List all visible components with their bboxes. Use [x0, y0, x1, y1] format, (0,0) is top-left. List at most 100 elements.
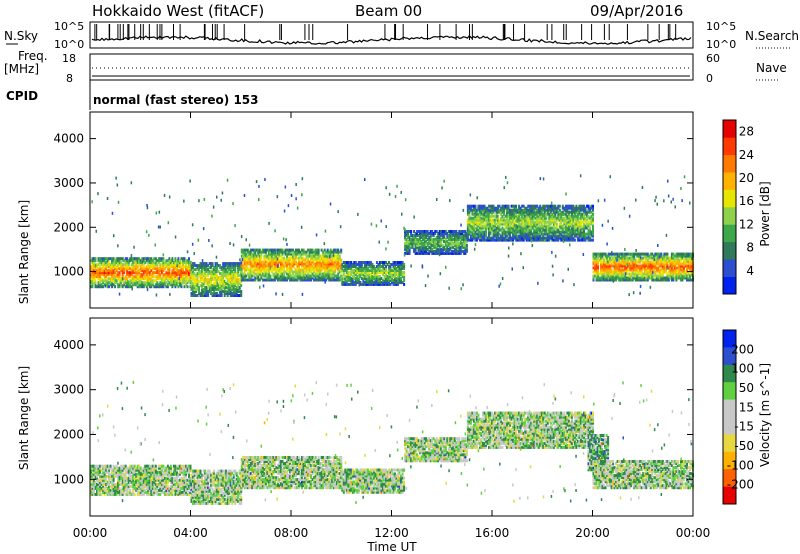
heatmap-cell: [375, 265, 378, 268]
heatmap-cell: [486, 212, 489, 216]
heatmap-cell: [403, 275, 406, 278]
heatmap-cell: [103, 273, 106, 277]
heatmap-cell: [515, 238, 518, 242]
heatmap-cell: [319, 260, 322, 264]
heatmap-cell: [313, 268, 316, 272]
heatmap-cell: [112, 261, 115, 265]
heatmap-cell: [298, 272, 300, 276]
heatmap-cell: [616, 270, 619, 274]
heatmap-cell: [392, 261, 395, 264]
heatmap-cell: [139, 279, 142, 283]
heatmap-cell: [130, 259, 133, 263]
heatmap-cell: [335, 250, 338, 254]
heatmap-cell: [444, 237, 447, 241]
heatmap-cell: [281, 258, 284, 262]
heatmap-cell: [587, 224, 590, 228]
heatmap-cell: [631, 278, 634, 282]
heatmap-cell: [362, 277, 365, 280]
heatmap-cell: [118, 261, 121, 265]
heatmap-cell: [634, 252, 637, 256]
heatmap-cell: [420, 245, 423, 249]
heatmap-cell: [162, 261, 165, 265]
heatmap-cell: [530, 236, 533, 240]
heatmap-cell: [452, 245, 455, 249]
heatmap-cell: [115, 275, 118, 279]
heatmap-cell: [117, 277, 120, 281]
heatmap-cell: [182, 261, 184, 265]
heatmap-cell: [678, 264, 681, 268]
heatmap-cell: [302, 258, 305, 262]
heatmap-cell: [340, 264, 343, 268]
heatmap-cell: [622, 252, 625, 256]
heatmap-cell: [261, 248, 264, 252]
heatmap-cell: [489, 210, 492, 214]
heatmap-cell: [464, 251, 467, 255]
heatmap-cell: [156, 281, 159, 285]
heatmap-cell: [578, 232, 581, 236]
heatmap-cell: [99, 267, 101, 271]
heatmap-cell: [126, 277, 129, 281]
heatmap-cell: [592, 208, 594, 212]
heatmap-cell: [524, 234, 527, 238]
heatmap-cell: [422, 251, 425, 255]
heatmap-cell: [338, 278, 341, 282]
heatmap-cell: [560, 218, 563, 222]
heatmap-cell: [354, 273, 357, 276]
heatmap-cell: [539, 226, 542, 230]
heatmap-cell: [527, 220, 530, 224]
heatmap-cell: [177, 259, 180, 263]
heatmap-cell: [618, 252, 621, 256]
heatmap-cell: [612, 256, 615, 260]
heatmap-cell: [581, 206, 584, 210]
heatmap-cell: [132, 257, 135, 261]
heatmap-cell: [235, 262, 238, 266]
heatmap-cell: [172, 277, 175, 281]
heatmap-cell: [612, 274, 615, 278]
heatmap-cell: [332, 264, 335, 268]
heatmap-cell: [298, 264, 300, 268]
heatmap-cell: [310, 248, 313, 252]
heatmap-cell: [145, 257, 148, 261]
heatmap-cell: [279, 274, 282, 278]
heatmap-cell: [229, 274, 232, 278]
heatmap-cell: [93, 275, 95, 279]
heatmap-cell: [178, 261, 181, 265]
heatmap-cell: [293, 266, 296, 270]
heatmap-cell: [543, 206, 546, 210]
heatmap-cell: [472, 222, 475, 226]
heatmap-cell: [500, 206, 502, 210]
heatmap-cell: [273, 256, 276, 260]
heatmap-cell: [228, 278, 231, 282]
heatmap-cell: [154, 283, 157, 287]
heatmap-cell: [669, 260, 672, 264]
heatmap-cell: [360, 267, 363, 270]
heatmap-cell: [462, 249, 465, 253]
heatmap-cell: [166, 269, 169, 273]
heatmap-cell: [684, 252, 687, 256]
heatmap-cell: [263, 250, 266, 254]
heatmap-cell: [654, 252, 657, 256]
heatmap-cell: [676, 270, 679, 274]
heatmap-cell: [639, 260, 642, 264]
heatmap-cell: [314, 278, 317, 282]
heatmap-cell: [551, 208, 554, 212]
heatmap-cell: [290, 248, 293, 252]
heatmap-cell: [420, 249, 423, 253]
heatmap-cell: [592, 234, 594, 238]
heatmap-cell: [669, 264, 672, 268]
heatmap-cell: [564, 220, 567, 224]
heatmap-cell: [249, 264, 252, 268]
heatmap-cell: [506, 224, 509, 228]
heatmap-cell: [546, 208, 549, 212]
heatmap-cell: [663, 276, 666, 280]
heatmap-cell: [551, 204, 554, 208]
heatmap-cell: [649, 266, 652, 270]
heatmap-cell: [120, 257, 123, 261]
heatmap-cell: [182, 259, 184, 263]
heatmap-cell: [664, 262, 667, 266]
heatmap-cell: [670, 260, 673, 264]
heatmap-cell: [506, 220, 509, 224]
heatmap-cell: [652, 268, 655, 272]
heatmap-cell: [648, 254, 651, 258]
heatmap-cell: [313, 278, 316, 282]
